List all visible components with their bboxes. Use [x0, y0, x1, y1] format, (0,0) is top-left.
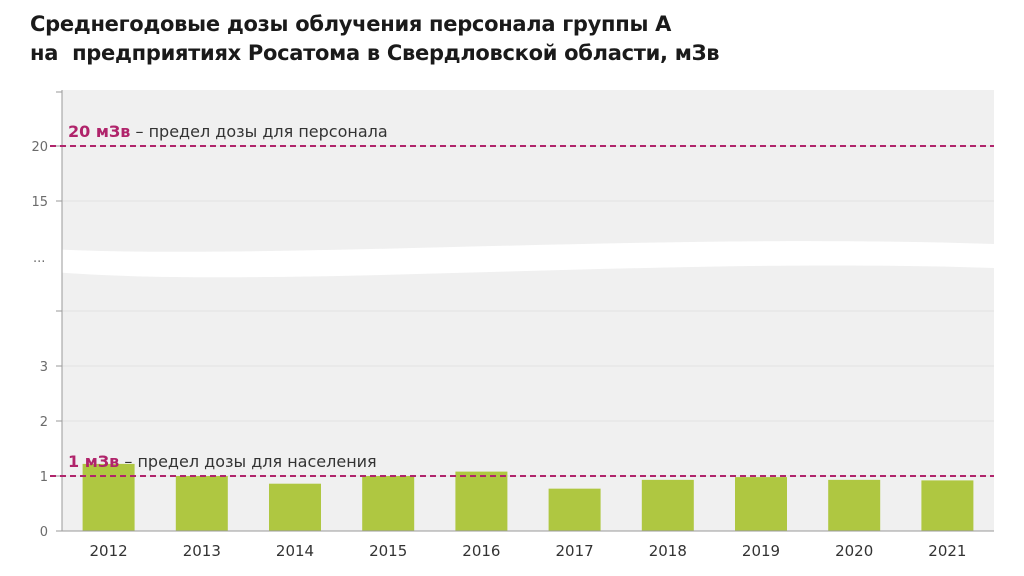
x-tick-label: 2020 [835, 542, 873, 560]
x-tick-label: 2015 [369, 542, 407, 560]
y-tick-label: 3 [40, 360, 48, 375]
x-tick-label: 2018 [649, 542, 687, 560]
y-tick-label: 20 [31, 140, 48, 155]
y-tick-label: 1 [40, 470, 48, 485]
y-tick-label: 0 [40, 525, 48, 540]
reference-line-value: 1 мЗв [68, 452, 119, 471]
x-tick-label: 2017 [556, 542, 594, 560]
x-tick-label: 2012 [90, 542, 128, 560]
bar [921, 480, 974, 531]
y-tick-label: 15 [31, 195, 48, 210]
y-tick-label: 2 [40, 415, 48, 430]
bar [269, 483, 321, 531]
axis-break-band [30, 241, 994, 278]
axis-break-label: ... [33, 251, 45, 266]
bar [82, 463, 135, 531]
x-tick-label: 2019 [742, 542, 780, 560]
bar [828, 479, 881, 531]
x-tick-label: 2021 [928, 542, 966, 560]
chart-title-line-1: Среднегодовые дозы облучения персонала г… [30, 12, 672, 36]
bar [362, 476, 415, 531]
bar [455, 471, 508, 531]
reference-line-value: 20 мЗв [68, 122, 130, 141]
x-tick-label: 2013 [183, 542, 221, 560]
reference-line-label: 1 мЗв – предел дозы для населения [68, 452, 377, 471]
bar [548, 488, 601, 531]
chart-title-line-2: на предприятиях Росатома в Свердловской … [30, 41, 720, 65]
reference-line-text: – предел дозы для персонала [130, 122, 387, 141]
bar [175, 476, 228, 531]
reference-line-text: – предел дозы для населения [119, 452, 376, 471]
bar [735, 477, 787, 531]
bar [641, 479, 694, 531]
chart-title: Среднегодовые дозы облучения персонала г… [30, 10, 1010, 68]
x-tick-label: 2016 [462, 542, 500, 560]
x-tick-label: 2014 [276, 542, 314, 560]
reference-line-label: 20 мЗв – предел дозы для персонала [68, 122, 388, 141]
